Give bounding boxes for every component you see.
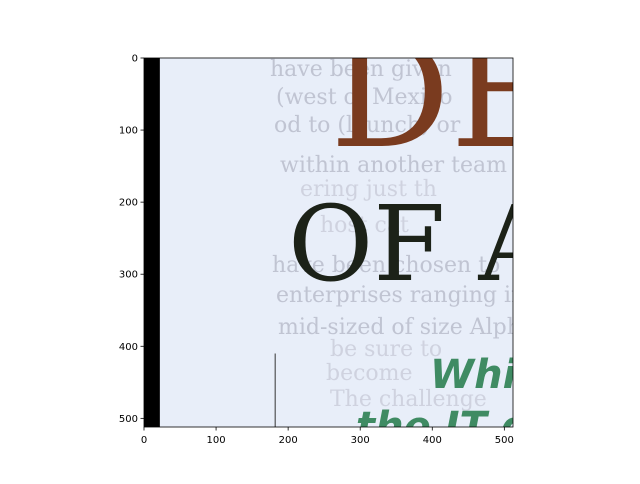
x-tick-label: 500 (495, 435, 514, 446)
bleed-text-line: host cat (320, 213, 409, 238)
x-tick-label: 400 (423, 435, 442, 446)
bleed-text-line: become (326, 361, 413, 386)
large-heading-top: DE (330, 8, 560, 182)
x-axis: 0 100 200 300 400 500 (141, 427, 514, 446)
green-heading-line-2: the IT d (356, 404, 530, 450)
image-background (144, 58, 513, 427)
x-tick-label: 0 (141, 435, 147, 446)
bleed-text-line: within another team within (280, 153, 584, 178)
bleed-text-line: enterprises ranging in size (276, 283, 575, 308)
y-tick-label: 500 (119, 414, 138, 425)
y-tick-label: 300 (119, 270, 138, 281)
bleed-text-line: mid-sized of size Alpha-based (278, 315, 607, 340)
image-content: have been given (west of Mexico od to (lau… (144, 8, 607, 450)
green-heading-line-1: Whic (430, 352, 540, 398)
y-tick-label: 100 (119, 126, 138, 137)
x-tick-label: 200 (279, 435, 298, 446)
left-black-bar (144, 58, 160, 427)
y-tick-label: 400 (119, 342, 138, 353)
y-tick-label: 0 (132, 54, 138, 65)
plot-frame (143, 57, 514, 428)
y-tick-label: 200 (119, 198, 138, 209)
bleed-text-line: (west of Mexico (276, 85, 453, 110)
bleed-text-line: The challenge (330, 387, 487, 412)
bleed-text-line: od to (launch) or (274, 113, 461, 138)
bleed-text-line: have been given (270, 57, 452, 82)
x-tick-label: 300 (351, 435, 370, 446)
large-heading-mid: OF A (288, 183, 555, 305)
bleed-text-line: be sure to (330, 337, 442, 362)
bleed-text-line: have been chosen to (272, 253, 500, 278)
bleed-text-line: ering just th (300, 177, 437, 202)
y-axis: 0 100 200 300 400 500 (119, 54, 144, 425)
x-tick-label: 100 (207, 435, 226, 446)
